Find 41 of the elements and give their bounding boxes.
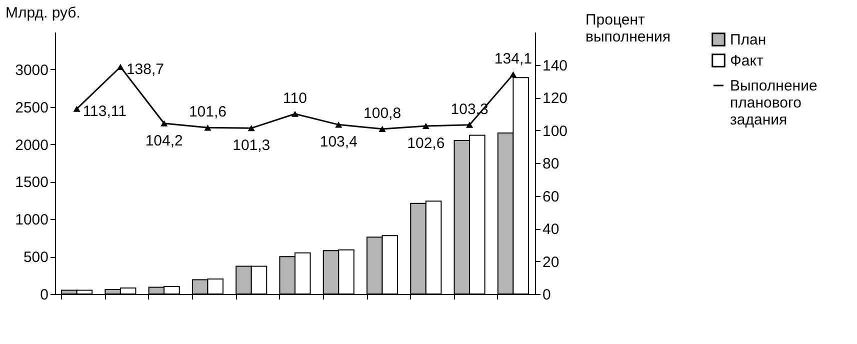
legend-label: План xyxy=(730,32,766,48)
y-axis-title: Млрд. руб. xyxy=(6,4,80,22)
point xyxy=(335,122,342,128)
point xyxy=(291,110,299,117)
data-label: 104,2 xyxy=(145,132,183,150)
data-label: 134,1 xyxy=(494,50,532,68)
point xyxy=(510,71,517,78)
y2-tick-label: 80 xyxy=(542,156,560,172)
point xyxy=(422,122,430,130)
y2-axis-title: Процент выполнения xyxy=(586,12,671,46)
point xyxy=(116,64,124,70)
point xyxy=(248,125,255,132)
data-label: 101,6 xyxy=(188,104,226,121)
point xyxy=(204,124,212,131)
y2-tick-label: 120 xyxy=(542,90,568,107)
legend-label: Факт xyxy=(730,52,764,70)
data-label: 100,8 xyxy=(364,104,402,122)
data-label: 113,11 xyxy=(82,102,126,120)
legend-label: Выполнение планового задания xyxy=(730,78,818,128)
point xyxy=(73,106,80,112)
data-label: 101,3 xyxy=(232,137,270,154)
y2-tick-label: 20 xyxy=(542,254,560,271)
data-label: 102,6 xyxy=(407,134,445,152)
y-tick-label: 1000 xyxy=(15,212,48,229)
y2-tick-label: 140 xyxy=(542,57,568,74)
y-tick-label: 3000 xyxy=(15,62,48,79)
y2-tick-label: 100 xyxy=(542,122,568,140)
y2-tick-label: 40 xyxy=(542,221,560,238)
y-tick-label: 2000 xyxy=(15,136,48,154)
y2-tick-label: 60 xyxy=(542,188,560,206)
y-tick-label: 2500 xyxy=(15,99,48,116)
point xyxy=(378,126,386,132)
y-tick-label: 1500 xyxy=(15,174,48,192)
data-label: 103,4 xyxy=(320,134,358,151)
data-label: 110 xyxy=(283,90,307,107)
y-tick-label: 0 xyxy=(40,286,48,304)
y2-tick-label: 0 xyxy=(542,286,551,304)
y-tick-label: 500 xyxy=(23,249,48,266)
point xyxy=(160,120,168,126)
data-label: 138,7 xyxy=(126,60,164,78)
point xyxy=(466,122,474,128)
